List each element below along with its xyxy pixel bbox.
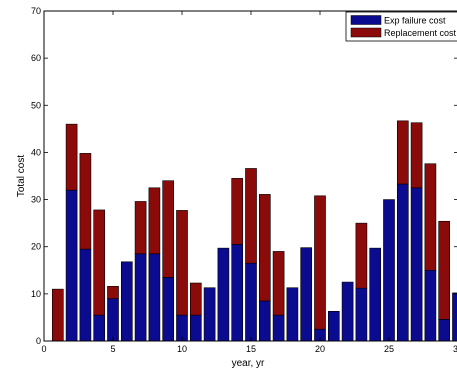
y-tick-label: 50 (31, 100, 41, 110)
bar-exp-failure-cost-6 (120, 261, 133, 342)
bar-replacement-cost-7 (134, 201, 147, 255)
plot-frame (43, 10, 457, 342)
bar-replacement-cost-3 (79, 153, 92, 250)
x-tick-label: 5 (110, 344, 115, 354)
bar-exp-failure-cost-24 (369, 247, 382, 342)
bar-replacement-cost-16 (258, 194, 271, 302)
bar-exp-failure-cost-23 (355, 287, 368, 342)
bar-replacement-cost-10 (176, 210, 188, 316)
bar-exp-failure-cost-9 (162, 277, 175, 342)
bar-replacement-cost-14 (231, 178, 244, 245)
bar-exp-failure-cost-14 (231, 244, 244, 342)
bar-exp-failure-cost-22 (341, 281, 354, 342)
bar-replacement-cost-28 (424, 163, 437, 271)
legend-label-replacement-cost: Replacement cost (384, 28, 457, 38)
bar-exp-failure-cost-25 (383, 199, 395, 342)
legend-swatch-exp-failure-cost (350, 15, 382, 25)
x-tick-label: 0 (41, 344, 46, 354)
x-tick-label: 30 (453, 344, 457, 354)
bar-replacement-cost-5 (107, 286, 119, 299)
bar-exp-failure-cost-5 (107, 298, 119, 342)
x-tick-label: 25 (384, 344, 394, 354)
bar-exp-failure-cost-4 (93, 314, 106, 342)
x-tick-label: 20 (315, 344, 325, 354)
x-axis-label: year, yr (232, 358, 265, 369)
bar-exp-failure-cost-2 (65, 189, 78, 342)
bar-replacement-cost-17 (272, 251, 285, 316)
bar-replacement-cost-29 (438, 220, 451, 320)
bar-exp-failure-cost-16 (258, 300, 271, 342)
bar-exp-failure-cost-8 (148, 253, 161, 342)
bar-exp-failure-cost-28 (424, 269, 437, 342)
bar-exp-failure-cost-30 (452, 292, 457, 342)
y-tick-label: 70 (31, 6, 41, 16)
x-tick-label: 10 (177, 344, 187, 354)
bar-replacement-cost-20 (314, 195, 326, 330)
bar-replacement-cost-9 (162, 180, 175, 278)
x-tick-label: 15 (246, 344, 256, 354)
bar-exp-failure-cost-29 (438, 319, 451, 342)
bar-replacement-cost-8 (148, 187, 161, 255)
legend-swatch-replacement-cost (350, 27, 382, 38)
bar-exp-failure-cost-17 (272, 314, 285, 342)
bar-exp-failure-cost-27 (410, 187, 423, 342)
bar-exp-failure-cost-18 (286, 287, 299, 342)
legend: Exp failure cost Replacement cost (345, 11, 457, 42)
bar-replacement-cost-1 (51, 288, 64, 342)
bar-exp-failure-cost-15 (245, 262, 257, 342)
y-tick-label: 40 (31, 147, 41, 157)
y-tick-label: 0 (36, 336, 41, 346)
bar-replacement-cost-2 (65, 123, 78, 191)
ticks-layer: 0 5 10 15 20 25 30 0 10 20 30 40 50 60 70 (31, 6, 457, 354)
legend-label-exp-failure-cost: Exp failure cost (384, 16, 446, 26)
bar-replacement-cost-27 (410, 122, 423, 189)
bar-exp-failure-cost-26 (396, 183, 409, 342)
y-tick-label: 20 (31, 242, 41, 252)
bar-exp-failure-cost-13 (217, 247, 230, 342)
bar-exp-failure-cost-19 (300, 247, 313, 342)
bar-replacement-cost-11 (189, 282, 202, 316)
y-tick-label: 30 (31, 195, 41, 205)
y-tick-label: 60 (31, 53, 41, 63)
bar-exp-failure-cost-7 (134, 253, 147, 342)
bar-replacement-cost-4 (93, 209, 106, 316)
bar-replacement-cost-23 (355, 222, 368, 289)
bar-exp-failure-cost-3 (79, 248, 92, 342)
bar-exp-failure-cost-12 (203, 287, 216, 342)
y-axis-label: Total cost (16, 155, 27, 197)
y-tick-label: 10 (31, 289, 41, 299)
bar-replacement-cost-26 (396, 120, 409, 185)
bars-layer (51, 120, 457, 342)
bar-exp-failure-cost-11 (189, 314, 202, 342)
bar-exp-failure-cost-21 (327, 310, 340, 342)
bar-replacement-cost-15 (245, 168, 257, 264)
